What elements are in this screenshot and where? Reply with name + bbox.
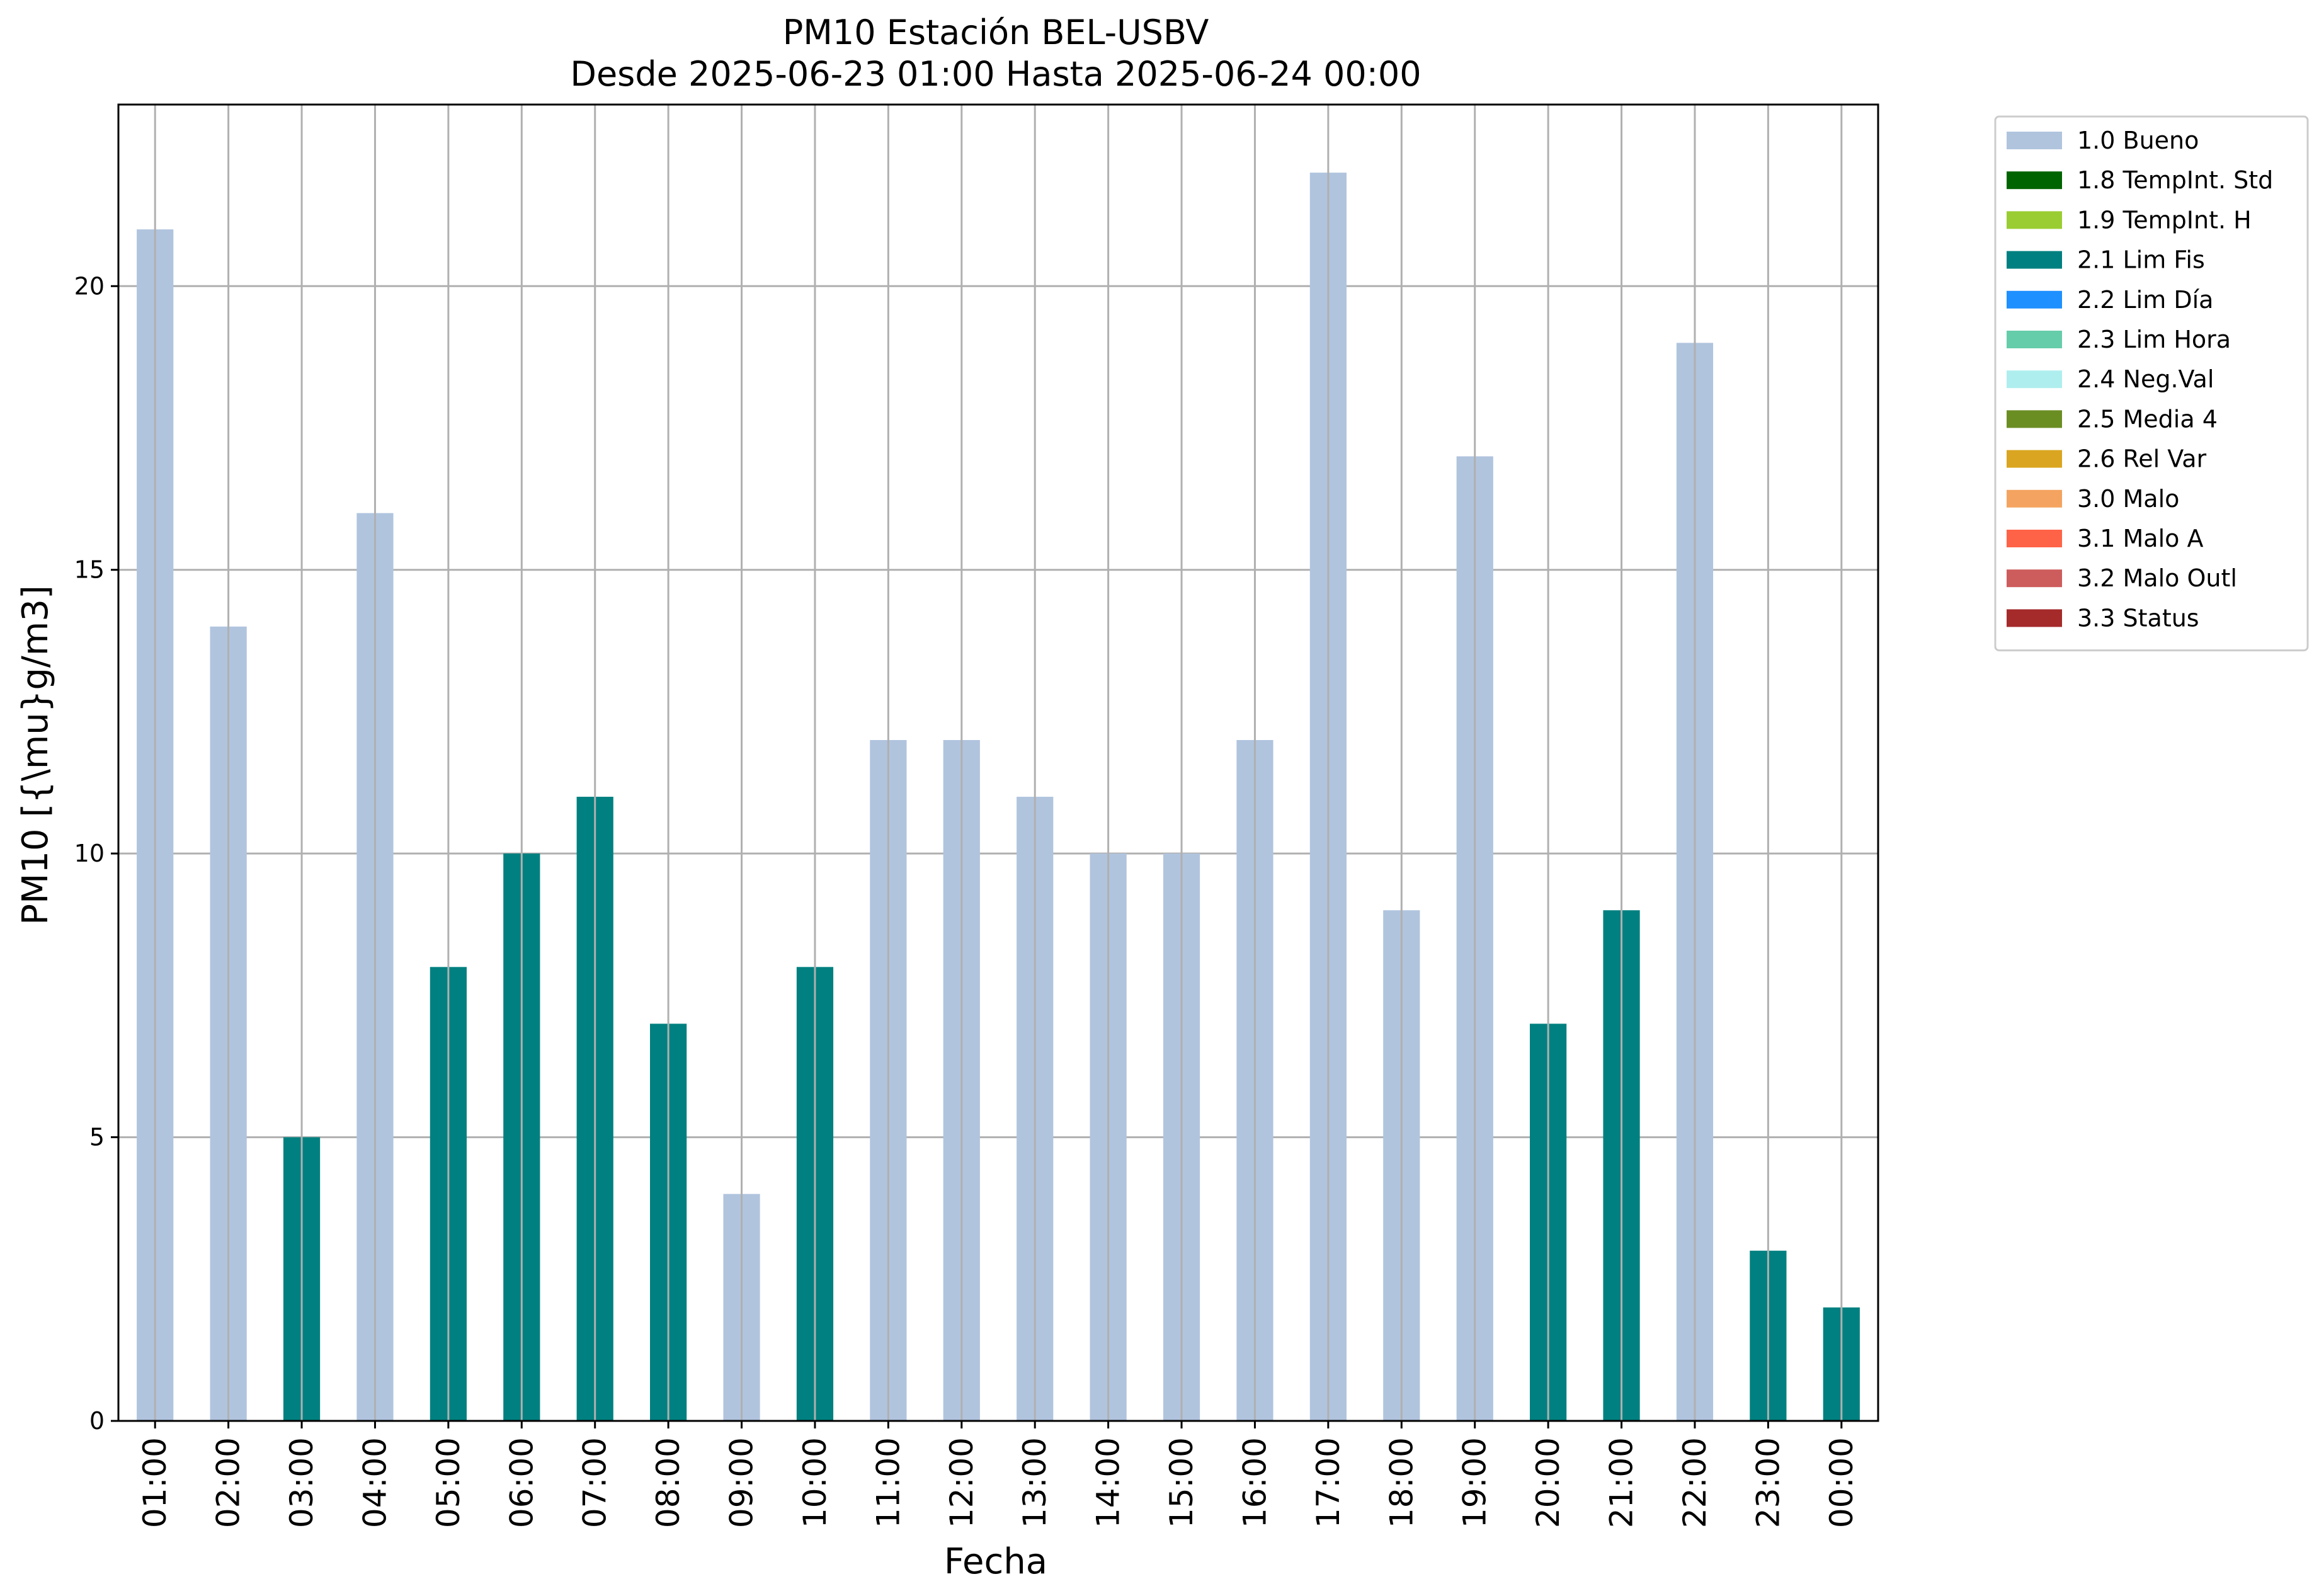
legend-swatch (2007, 609, 2062, 627)
legend-entry: 1.0 Bueno (2077, 127, 2199, 154)
y-tick-label: 10 (74, 840, 105, 867)
x-tick-label: 16:00 (1236, 1437, 1273, 1528)
y-tick-label: 15 (74, 556, 105, 584)
chart-subtitle: Desde 2025-06-23 01:00 Hasta 2025-06-24 … (570, 54, 1421, 94)
legend-swatch (2007, 489, 2062, 508)
legend-box (1994, 115, 2309, 652)
plot-frame (117, 103, 1879, 1422)
x-tick-label: 08:00 (650, 1437, 687, 1528)
legend-swatch (2007, 410, 2062, 428)
x-tick-label: 09:00 (724, 1437, 760, 1528)
legend-entry: 1.9 TempInt. H (2077, 206, 2252, 234)
x-tick-label: 00:00 (1823, 1437, 1860, 1528)
legend-entry: 2.1 Lim Fis (2077, 246, 2205, 274)
chart-title: PM10 Estación BEL-USBV (783, 13, 1209, 52)
x-tick-label: 15:00 (1163, 1437, 1200, 1528)
x-axis-label: Fecha (944, 1541, 1047, 1582)
x-tick-label: 11:00 (870, 1437, 906, 1528)
legend-swatch (2007, 171, 2062, 190)
y-tick-label: 5 (89, 1124, 105, 1151)
x-tick-label: 02:00 (210, 1437, 247, 1528)
legend-entry: 2.4 Neg.Val (2077, 365, 2214, 393)
bars-group (137, 105, 1860, 1422)
legend-swatch (2007, 450, 2062, 468)
legend-entry: 2.6 Rel Var (2077, 445, 2207, 473)
legend-entry: 3.3 Status (2077, 604, 2199, 632)
x-tick-label: 23:00 (1750, 1437, 1786, 1528)
legend-swatch (2007, 211, 2062, 229)
x-tick-label: 01:00 (137, 1437, 173, 1528)
x-tick-label: 22:00 (1677, 1437, 1713, 1528)
legend-entry: 3.2 Malo Outl (2077, 564, 2237, 592)
x-tick-label: 05:00 (430, 1437, 467, 1528)
legend-swatch (2007, 370, 2062, 389)
x-tick-label: 19:00 (1457, 1437, 1493, 1528)
legend-swatch (2007, 251, 2062, 269)
x-tick-label: 17:00 (1310, 1437, 1347, 1528)
legend-entry: 3.1 Malo A (2077, 525, 2203, 552)
x-tick-label: 10:00 (797, 1437, 833, 1528)
x-tick-label: 07:00 (577, 1437, 613, 1528)
x-tick-label: 18:00 (1383, 1437, 1420, 1528)
legend-entry: 1.8 TempInt. Std (2077, 166, 2273, 194)
legend-swatch (2007, 530, 2062, 547)
x-tick-label: 13:00 (1017, 1437, 1053, 1528)
legend: 1.0 Bueno 1.8 TempInt. Std 1.9 TempInt. H 2… (1994, 115, 2309, 652)
axis-ticks: 0 5 10 15 20 01:00 02:00 03:00 04:00 05:00 06:00 07… (74, 272, 1860, 1528)
legend-entry: 2.3 Lim Hora (2077, 326, 2231, 353)
legend-swatch (2007, 569, 2062, 588)
legend-entry: 2.2 Lim Día (2077, 286, 2213, 314)
x-tick-label: 21:00 (1604, 1437, 1640, 1528)
legend-entry: 2.5 Media 4 (2077, 405, 2218, 433)
x-tick-label: 12:00 (943, 1437, 980, 1528)
y-tick-label: 0 (89, 1407, 105, 1435)
legend-swatch (2007, 132, 2062, 149)
x-tick-label: 03:00 (283, 1437, 320, 1528)
x-tick-label: 06:00 (503, 1437, 540, 1528)
legend-swatch (2007, 331, 2062, 348)
x-tick-label: 14:00 (1090, 1437, 1127, 1528)
y-tick-label: 20 (74, 272, 105, 300)
x-tick-label: 04:00 (356, 1437, 393, 1528)
legend-entry: 3.0 Malo (2077, 485, 2179, 513)
y-axis-label: PM10 [{\mu}g/m3] (15, 585, 56, 925)
legend-swatch (2007, 290, 2062, 309)
x-tick-label: 20:00 (1530, 1437, 1566, 1528)
